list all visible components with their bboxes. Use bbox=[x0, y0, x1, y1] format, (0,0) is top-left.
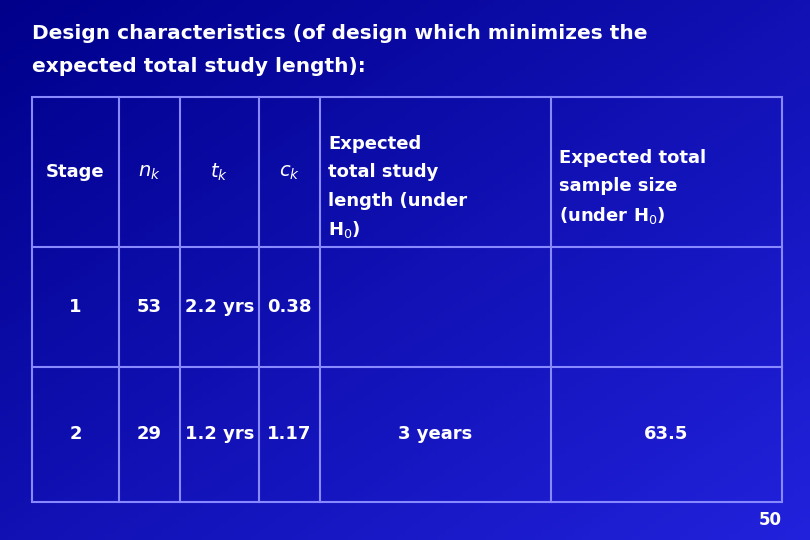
Text: sample size: sample size bbox=[559, 178, 677, 195]
Text: length (under: length (under bbox=[328, 192, 467, 210]
Text: 2.2 yrs: 2.2 yrs bbox=[185, 298, 254, 316]
Text: $n_k$: $n_k$ bbox=[138, 163, 160, 181]
Text: 3 years: 3 years bbox=[399, 426, 472, 443]
Text: H$_0$): H$_0$) bbox=[328, 219, 360, 240]
Text: (under H$_0$): (under H$_0$) bbox=[559, 205, 666, 226]
Bar bbox=[32, 97, 782, 502]
Text: Expected total: Expected total bbox=[559, 149, 706, 167]
Text: $t_k$: $t_k$ bbox=[211, 161, 228, 183]
Text: 2: 2 bbox=[69, 426, 82, 443]
Text: 63.5: 63.5 bbox=[644, 426, 688, 443]
Text: 0.38: 0.38 bbox=[267, 298, 312, 316]
Text: 1.17: 1.17 bbox=[267, 426, 312, 443]
Text: Design characteristics (of design which minimizes the: Design characteristics (of design which … bbox=[32, 24, 648, 43]
Text: Expected: Expected bbox=[328, 134, 421, 152]
Text: expected total study length):: expected total study length): bbox=[32, 57, 366, 76]
Text: $c_k$: $c_k$ bbox=[279, 163, 300, 181]
Text: 50: 50 bbox=[759, 511, 782, 529]
Text: 53: 53 bbox=[137, 298, 162, 316]
Text: total study: total study bbox=[328, 163, 438, 181]
Text: 1: 1 bbox=[69, 298, 82, 316]
Text: Stage: Stage bbox=[46, 163, 104, 181]
Text: 29: 29 bbox=[137, 426, 162, 443]
Text: 1.2 yrs: 1.2 yrs bbox=[185, 426, 254, 443]
